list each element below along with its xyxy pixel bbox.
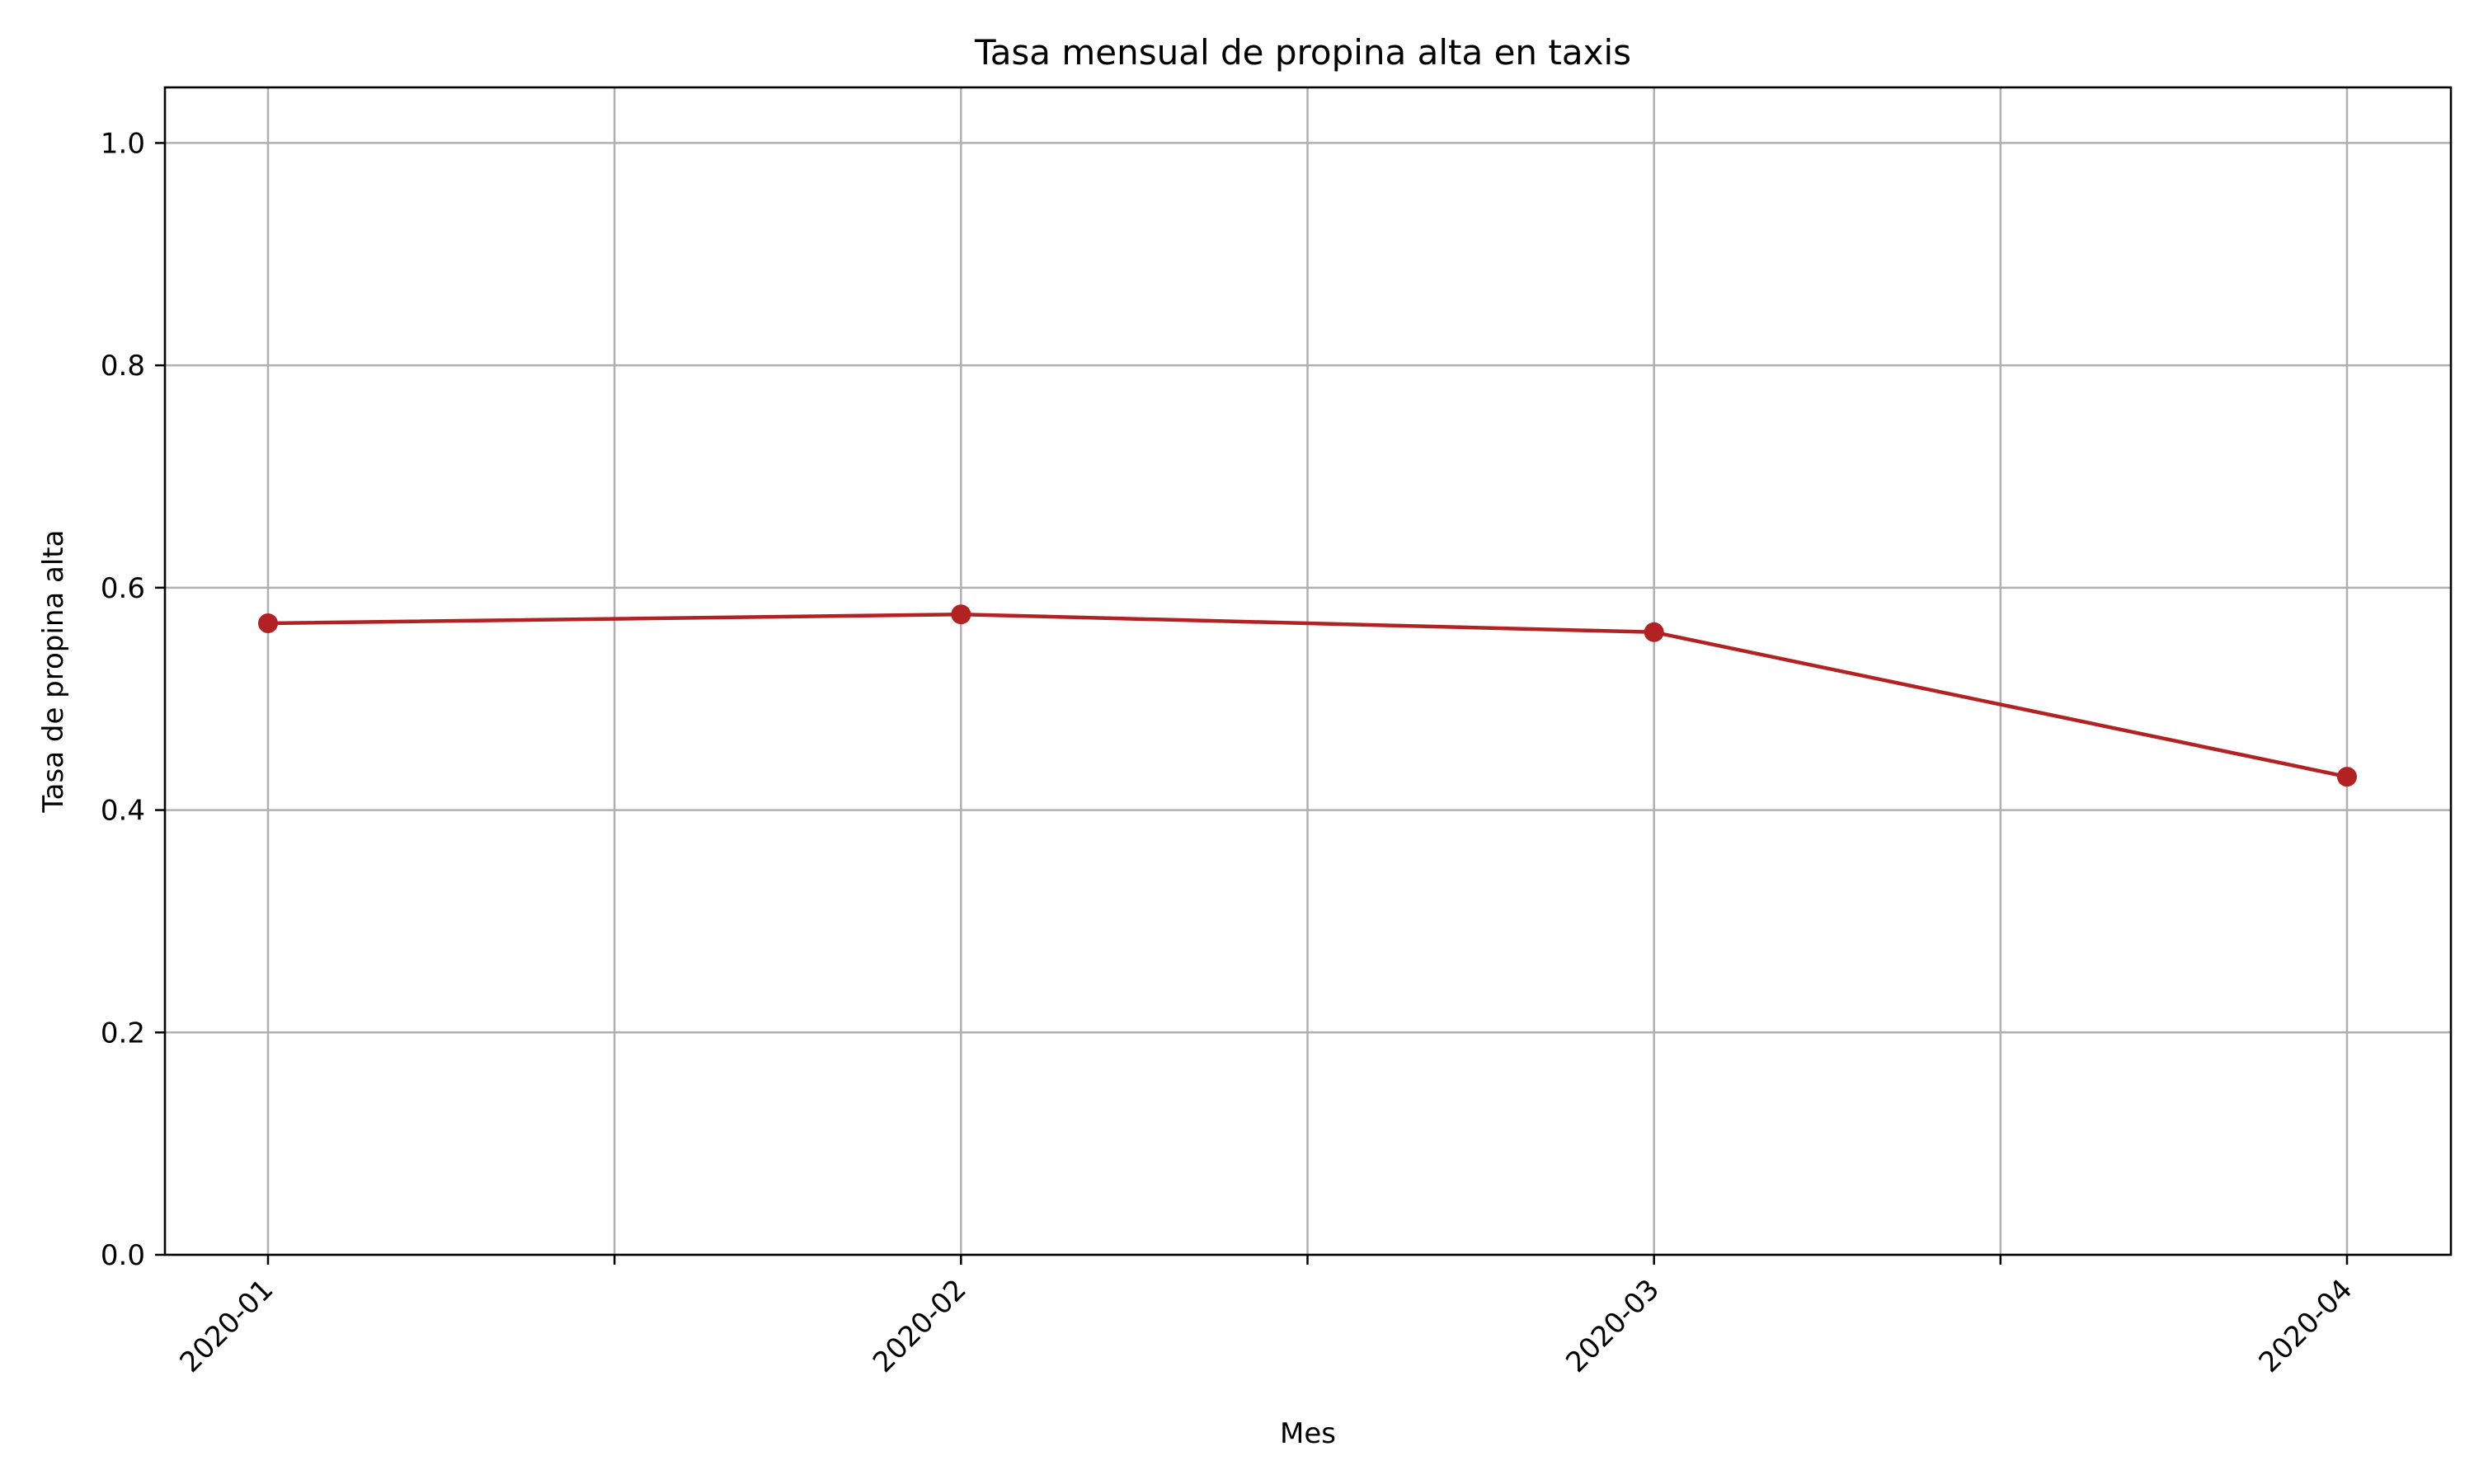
data-point — [951, 604, 971, 625]
series-layer — [258, 604, 2357, 787]
data-point — [258, 613, 278, 634]
data-point — [2337, 767, 2357, 787]
y-tick-label: 0.0 — [101, 1239, 145, 1272]
x-axis-label: Mes — [1280, 1417, 1336, 1450]
axis-ticks — [155, 142, 2349, 1265]
chart-title: Tasa mensual de propina alta en taxis — [974, 32, 1631, 73]
series-line — [266, 612, 2349, 779]
plot-area — [163, 86, 2453, 1256]
y-tick-label: 0.2 — [101, 1017, 145, 1050]
y-axis-label: Tasa de propina alta — [37, 530, 70, 814]
y-tick-label: 1.0 — [101, 127, 145, 160]
y-tick-label: 0.4 — [101, 795, 145, 828]
y-tick-label: 0.8 — [101, 350, 145, 383]
data-point — [1644, 622, 1664, 642]
y-tick-label: 0.6 — [101, 572, 145, 605]
